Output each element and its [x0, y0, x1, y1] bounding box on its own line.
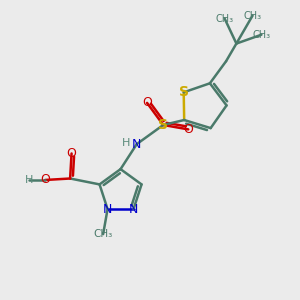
Text: CH₃: CH₃	[244, 11, 262, 21]
Text: S: S	[179, 85, 189, 99]
Text: CH₃: CH₃	[252, 30, 271, 40]
Text: N: N	[132, 138, 141, 151]
Text: S: S	[158, 118, 168, 132]
Text: H: H	[122, 138, 130, 148]
Text: O: O	[40, 173, 50, 187]
Text: O: O	[142, 96, 152, 110]
Text: N: N	[103, 202, 112, 216]
Text: O: O	[183, 123, 193, 136]
Text: H: H	[25, 175, 33, 185]
Text: CH₃: CH₃	[215, 14, 234, 23]
Text: N: N	[129, 202, 138, 216]
Text: O: O	[67, 147, 76, 160]
Text: CH₃: CH₃	[94, 229, 113, 239]
